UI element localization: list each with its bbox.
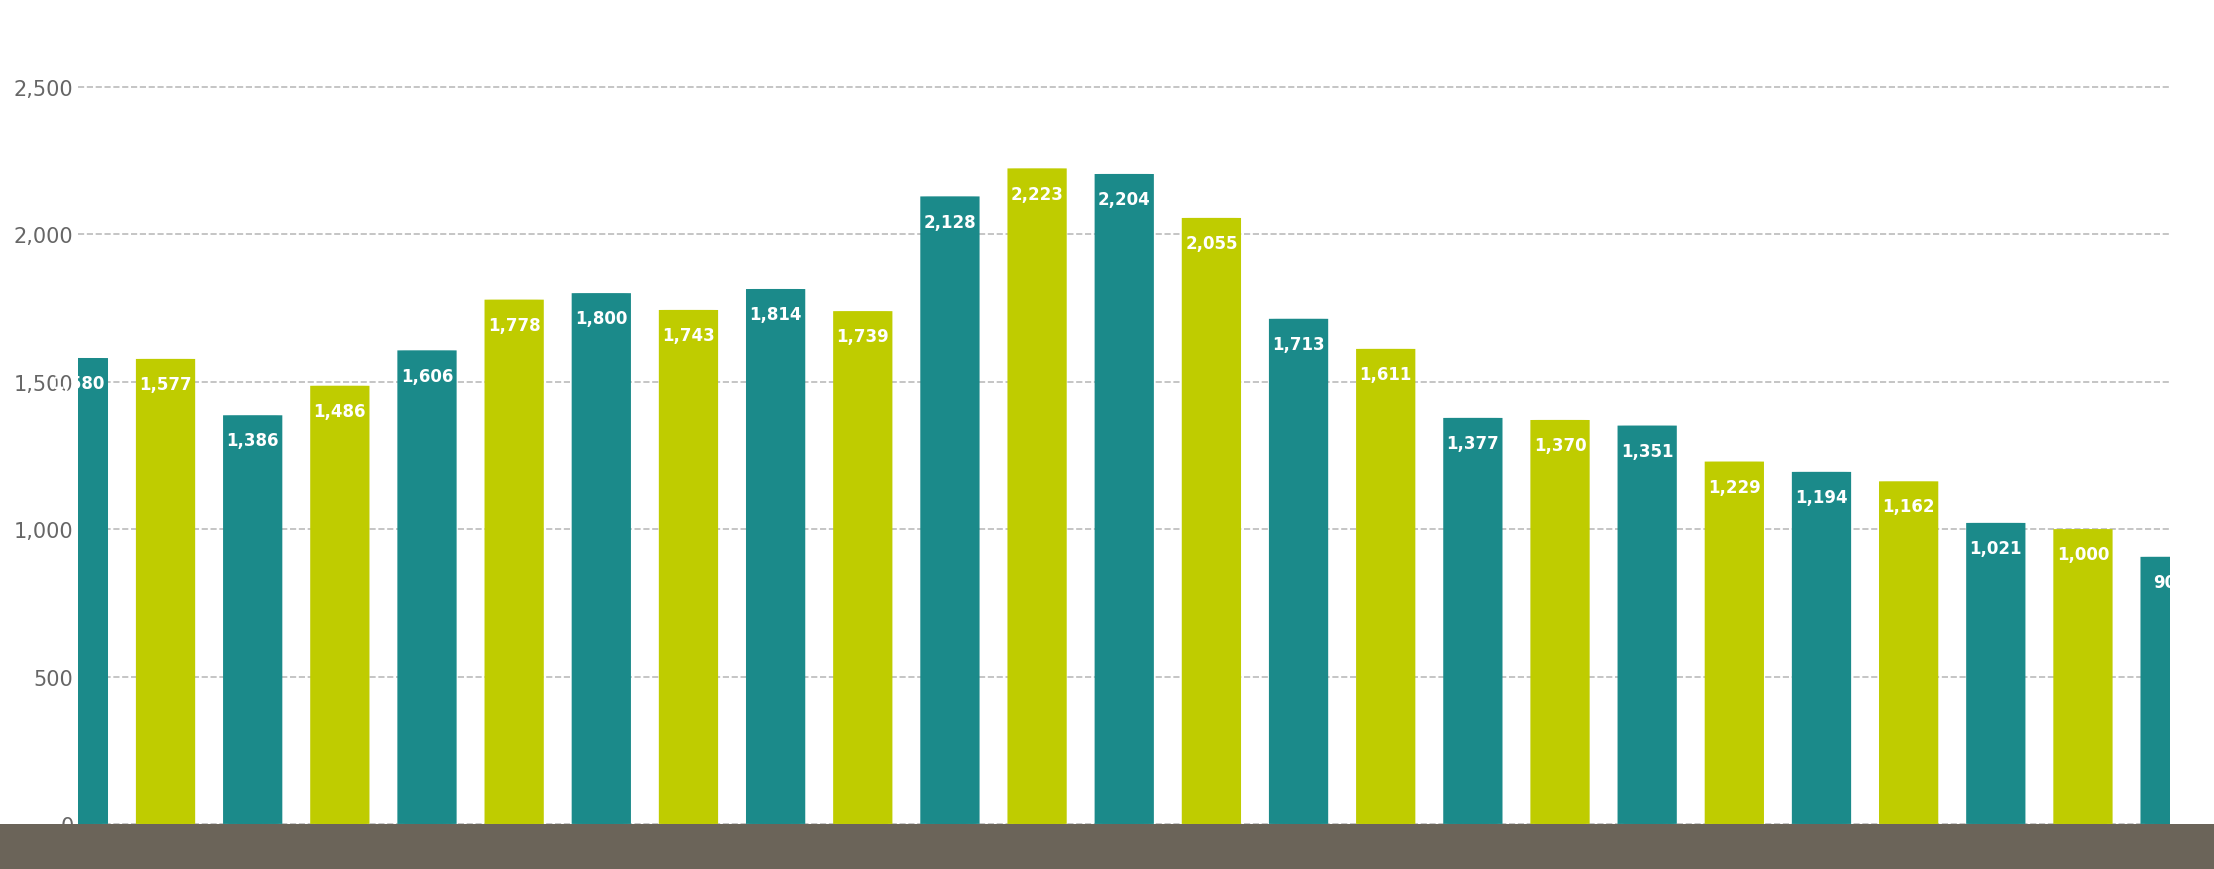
FancyBboxPatch shape — [1966, 523, 2026, 824]
FancyBboxPatch shape — [396, 351, 456, 824]
Text: 1,229: 1,229 — [1707, 478, 1760, 496]
FancyBboxPatch shape — [746, 289, 806, 824]
Text: 1,577: 1,577 — [139, 375, 193, 394]
FancyBboxPatch shape — [660, 310, 717, 824]
FancyBboxPatch shape — [2141, 557, 2201, 824]
FancyBboxPatch shape — [1357, 349, 1415, 824]
Text: 1,000: 1,000 — [2057, 546, 2110, 564]
FancyBboxPatch shape — [1094, 175, 1153, 824]
FancyBboxPatch shape — [310, 386, 370, 824]
FancyBboxPatch shape — [2052, 529, 2112, 824]
FancyBboxPatch shape — [1880, 481, 1937, 824]
FancyBboxPatch shape — [135, 360, 195, 824]
FancyBboxPatch shape — [1791, 472, 1851, 824]
FancyBboxPatch shape — [1618, 426, 1676, 824]
Text: 1,739: 1,739 — [837, 328, 890, 346]
Text: 2,223: 2,223 — [1010, 185, 1063, 203]
FancyBboxPatch shape — [1182, 219, 1242, 824]
FancyBboxPatch shape — [1269, 320, 1328, 824]
FancyBboxPatch shape — [921, 197, 979, 824]
FancyBboxPatch shape — [1530, 421, 1590, 824]
Text: 1,351: 1,351 — [1621, 442, 1674, 461]
FancyBboxPatch shape — [571, 294, 631, 824]
Text: 1,021: 1,021 — [1970, 540, 2021, 557]
Text: 2,128: 2,128 — [923, 213, 976, 231]
Text: 1,162: 1,162 — [1882, 498, 1935, 516]
Text: 1,194: 1,194 — [1796, 488, 1849, 507]
Text: 2,204: 2,204 — [1098, 191, 1151, 209]
Text: 1,386: 1,386 — [226, 432, 279, 450]
Text: 1,743: 1,743 — [662, 327, 715, 345]
FancyBboxPatch shape — [1705, 462, 1765, 824]
Text: 1,486: 1,486 — [314, 402, 365, 421]
Text: 1,814: 1,814 — [748, 306, 801, 324]
Text: 1,377: 1,377 — [1446, 434, 1499, 453]
FancyBboxPatch shape — [1444, 418, 1503, 824]
Text: 1,800: 1,800 — [576, 310, 627, 328]
FancyBboxPatch shape — [1007, 169, 1067, 824]
Text: 1,580: 1,580 — [53, 375, 104, 393]
Text: 2,055: 2,055 — [1184, 235, 1238, 253]
Text: 1,713: 1,713 — [1273, 335, 1324, 354]
Text: 1,611: 1,611 — [1359, 366, 1413, 383]
FancyBboxPatch shape — [224, 415, 283, 824]
Text: 906: 906 — [2152, 574, 2187, 591]
Text: 1,606: 1,606 — [401, 367, 454, 385]
Text: 1,778: 1,778 — [487, 316, 540, 335]
Text: 1,370: 1,370 — [1534, 436, 1587, 454]
FancyBboxPatch shape — [49, 359, 108, 824]
FancyBboxPatch shape — [832, 312, 892, 824]
FancyBboxPatch shape — [485, 300, 545, 824]
